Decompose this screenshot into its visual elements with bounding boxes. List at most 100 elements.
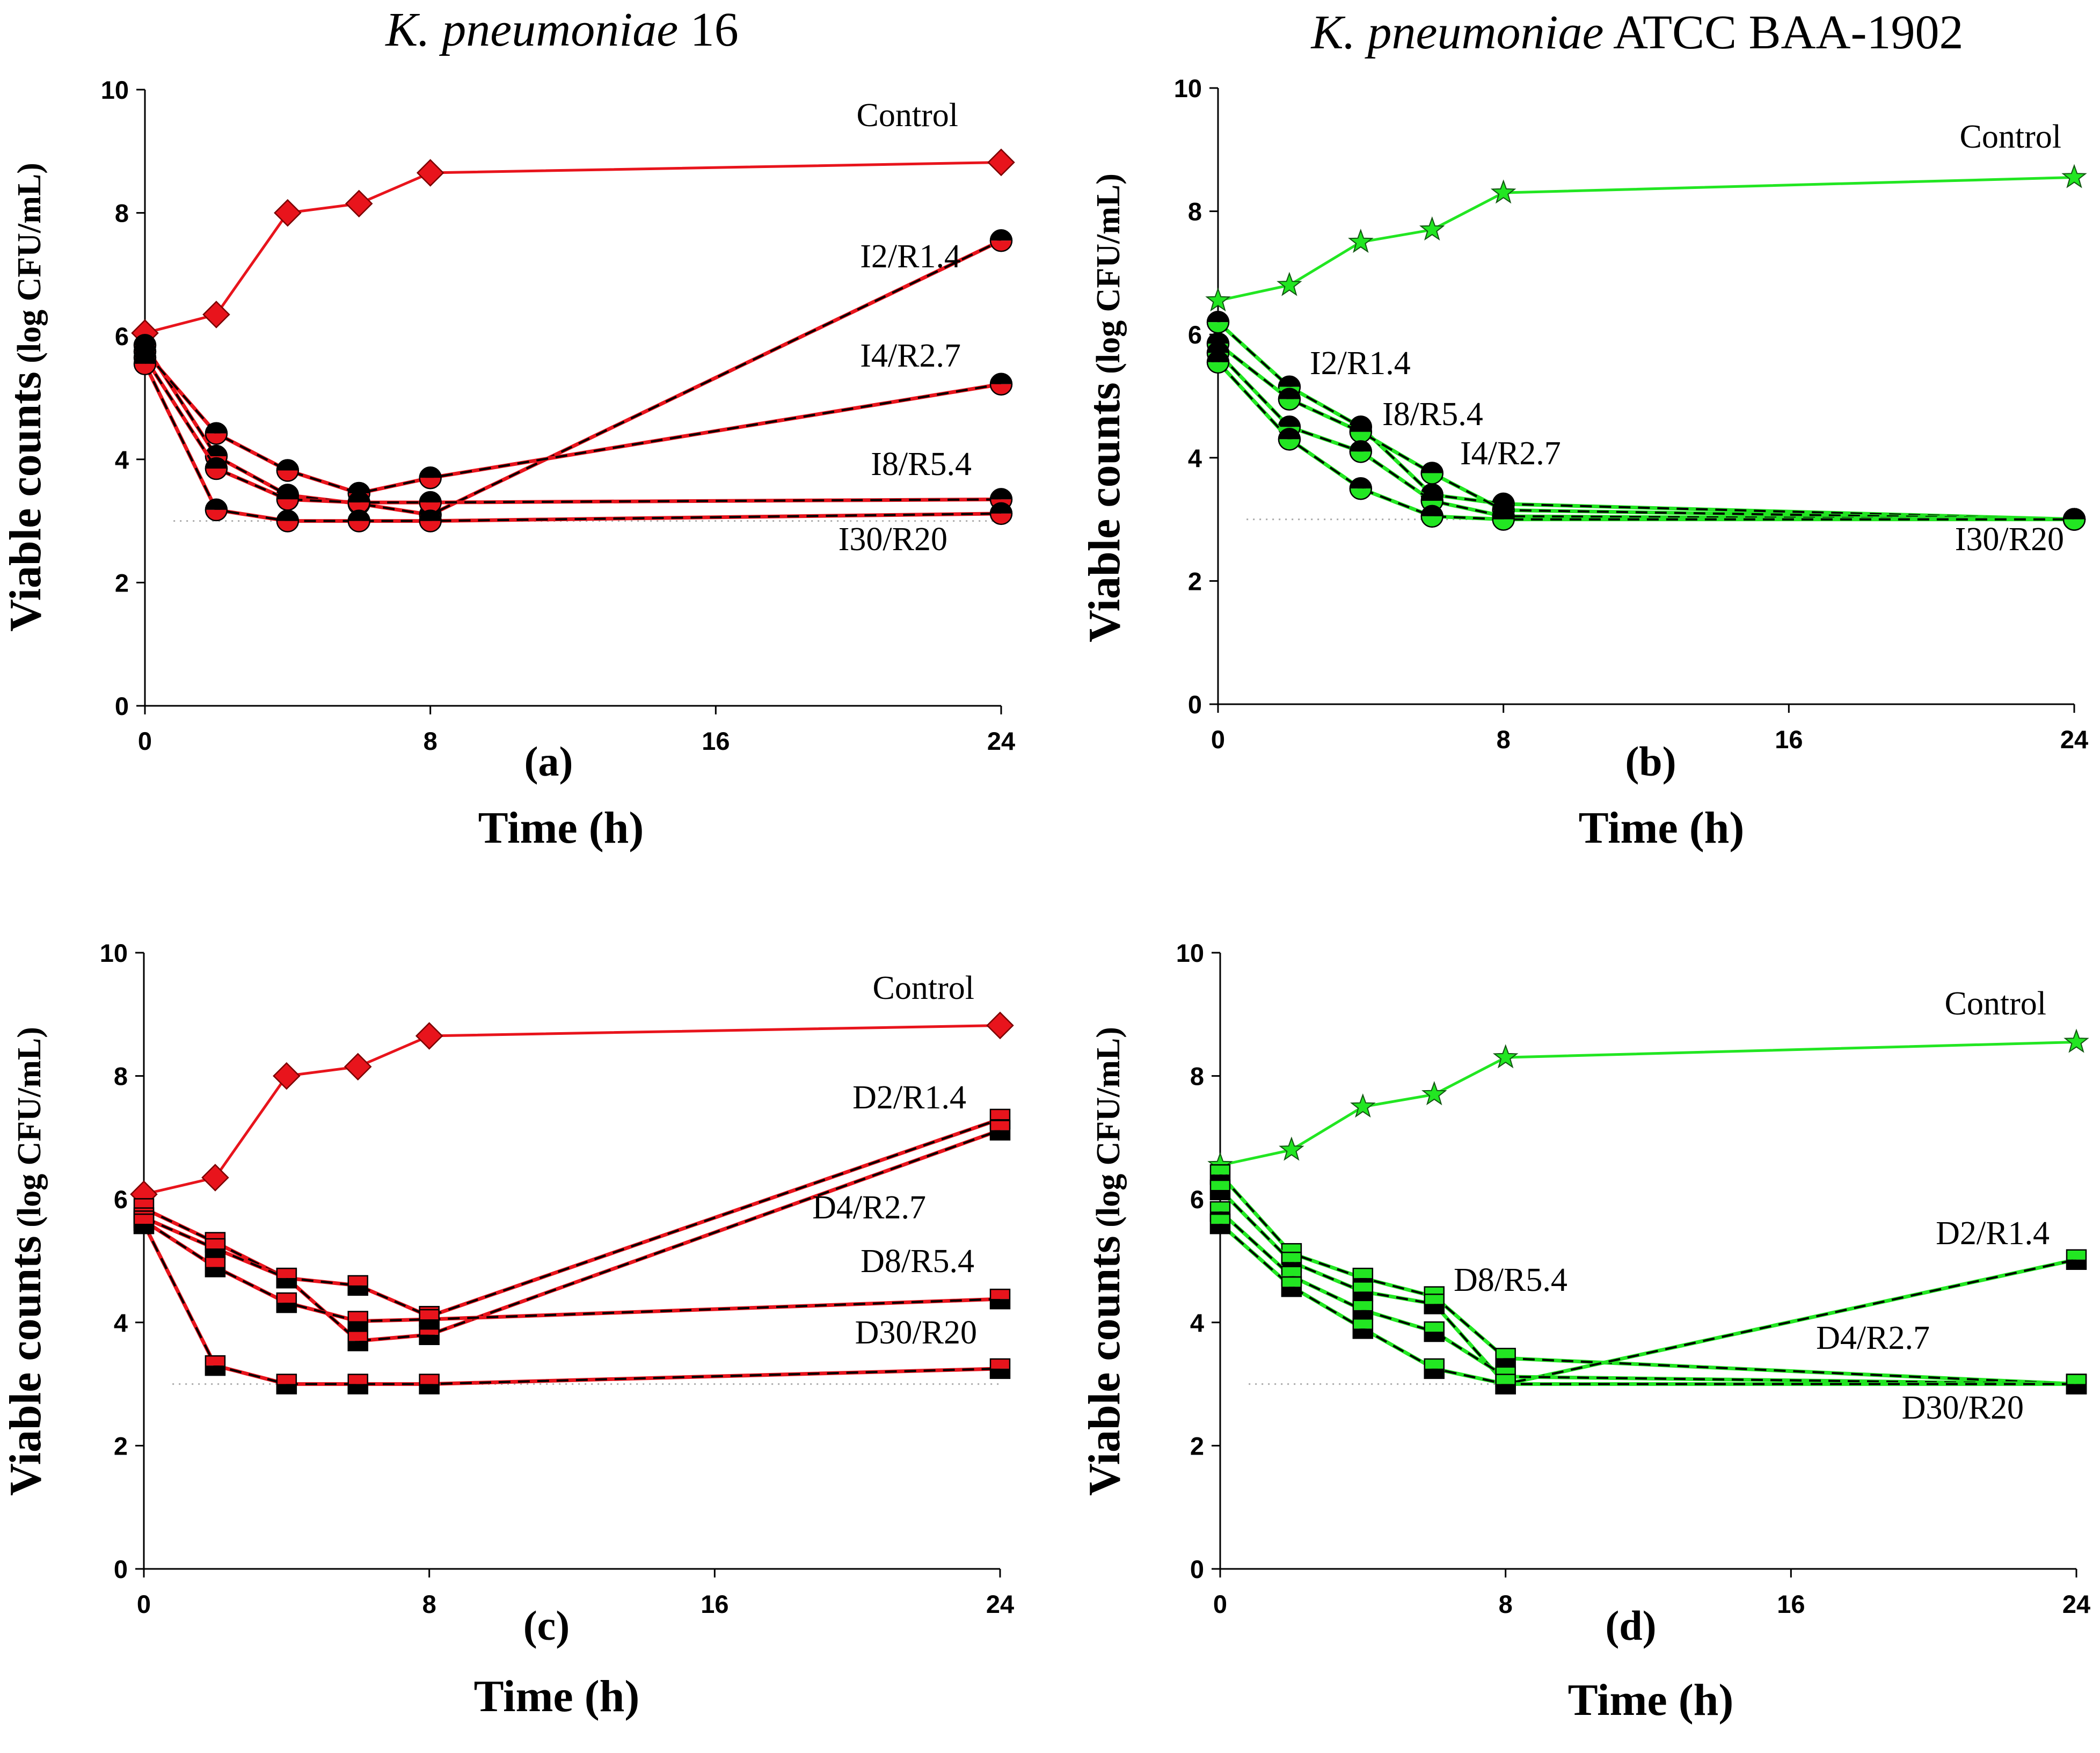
series-line-dash bbox=[144, 363, 1002, 522]
y-tick-label: 2 bbox=[114, 1431, 128, 1460]
data-point bbox=[205, 1355, 226, 1376]
data-point bbox=[133, 1213, 155, 1235]
data-point bbox=[1206, 350, 1230, 374]
data-point bbox=[2066, 1374, 2087, 1394]
data-point bbox=[1349, 477, 1373, 500]
data-point-outline bbox=[347, 1374, 368, 1394]
data-point-outline bbox=[989, 229, 1013, 252]
series-line bbox=[1217, 176, 2075, 302]
data-point bbox=[347, 1330, 368, 1352]
data-point bbox=[205, 1238, 226, 1259]
series-label: D4/R2.7 bbox=[812, 1189, 926, 1226]
data-point-outline bbox=[419, 1374, 440, 1394]
data-point-top bbox=[1211, 1202, 1230, 1212]
data-point-bottom bbox=[1278, 439, 1300, 450]
series-label: Control bbox=[1960, 119, 2061, 155]
data-point-top bbox=[205, 499, 227, 510]
y-axis-label-units: (log CFU/mL) bbox=[1090, 173, 1127, 382]
data-point-bottom bbox=[276, 470, 298, 481]
data-point bbox=[1352, 1318, 1374, 1339]
data-point-bottom bbox=[990, 513, 1012, 524]
series-line-dash bbox=[1217, 342, 2075, 521]
x-tick-label: 16 bbox=[1777, 1590, 1805, 1618]
data-point bbox=[347, 509, 370, 532]
data-point-top bbox=[990, 502, 1012, 514]
data-point bbox=[419, 1309, 440, 1330]
data-point bbox=[347, 491, 370, 514]
data-point-top bbox=[990, 373, 1012, 384]
data-point-top bbox=[205, 458, 227, 469]
y-axis-label-main: Viable counts bbox=[1080, 382, 1129, 642]
data-point bbox=[1278, 388, 1301, 411]
data-point-top bbox=[1353, 1319, 1373, 1329]
data-point-outline bbox=[276, 459, 300, 482]
data-point-top bbox=[1281, 1252, 1301, 1262]
data-point-top bbox=[419, 1374, 439, 1384]
data-point bbox=[1420, 462, 1443, 485]
data-point-bottom bbox=[276, 1303, 296, 1313]
series-line-dash bbox=[1219, 1223, 2076, 1385]
data-point-bottom bbox=[205, 1267, 225, 1277]
data-point-top bbox=[1278, 416, 1300, 427]
data-point bbox=[205, 1257, 226, 1277]
data-point-outline bbox=[1424, 1294, 1445, 1314]
data-point-top bbox=[276, 1293, 296, 1303]
data-point bbox=[276, 1267, 297, 1289]
series-line-dash bbox=[144, 350, 1002, 495]
data-point bbox=[345, 189, 373, 218]
y-tick-label: 6 bbox=[1188, 320, 1202, 349]
data-point bbox=[1350, 1093, 1376, 1118]
data-point bbox=[1495, 1348, 1516, 1369]
data-point-top bbox=[1496, 1374, 1515, 1384]
data-point-top bbox=[1492, 508, 1514, 520]
data-point-bottom bbox=[990, 1368, 1010, 1378]
data-point bbox=[276, 509, 300, 532]
panel-label: (a) bbox=[524, 738, 573, 785]
series-label: D2/R1.4 bbox=[852, 1079, 966, 1116]
data-point bbox=[347, 1311, 368, 1332]
title-left: K. pneumoniae 16 bbox=[384, 3, 738, 56]
data-point-bottom bbox=[419, 502, 441, 514]
data-point-outline bbox=[347, 1275, 368, 1296]
data-point bbox=[419, 1374, 440, 1394]
data-point-top bbox=[134, 1199, 154, 1209]
data-point-bottom bbox=[419, 1384, 439, 1394]
data-point-bottom bbox=[1211, 1224, 1230, 1234]
x-tick-label: 16 bbox=[1775, 725, 1803, 754]
data-point bbox=[989, 1358, 1011, 1379]
data-point-top bbox=[348, 1275, 368, 1285]
y-axis-label: Viable counts (log CFU/mL) bbox=[1, 163, 50, 632]
data-point-outline bbox=[989, 502, 1013, 525]
data-point-bottom bbox=[205, 469, 227, 480]
series-line-dash bbox=[144, 357, 1002, 504]
series-line-dash bbox=[1219, 1189, 2077, 1385]
x-tick-label: 24 bbox=[2060, 725, 2088, 754]
panel-label: (c) bbox=[523, 1602, 570, 1649]
series-control bbox=[1205, 164, 2087, 312]
x-tick-label: 8 bbox=[424, 727, 438, 755]
y-tick-label: 8 bbox=[115, 199, 129, 228]
data-point bbox=[276, 488, 300, 511]
data-point-top bbox=[276, 510, 298, 521]
data-point-outline bbox=[989, 1358, 1011, 1379]
data-point-bottom bbox=[990, 1130, 1010, 1140]
data-point-outline bbox=[1349, 440, 1373, 463]
data-point-top bbox=[1353, 1282, 1373, 1292]
data-point-top bbox=[1211, 1180, 1230, 1190]
series-d8-r5-4 bbox=[1209, 1164, 2087, 1394]
data-point-bottom bbox=[419, 521, 441, 532]
data-point bbox=[1209, 1179, 1231, 1201]
series-label: I8/R5.4 bbox=[871, 446, 972, 483]
data-point-top bbox=[1278, 376, 1300, 387]
data-point bbox=[1281, 1276, 1302, 1297]
data-point-top bbox=[1350, 478, 1372, 489]
data-point-top bbox=[990, 230, 1012, 241]
data-point bbox=[1424, 1321, 1445, 1342]
data-point-outline bbox=[205, 1257, 226, 1277]
data-point-top bbox=[1350, 421, 1372, 432]
data-point bbox=[1424, 1294, 1445, 1314]
series-line bbox=[143, 1024, 1001, 1196]
data-point-outline bbox=[276, 1267, 297, 1289]
